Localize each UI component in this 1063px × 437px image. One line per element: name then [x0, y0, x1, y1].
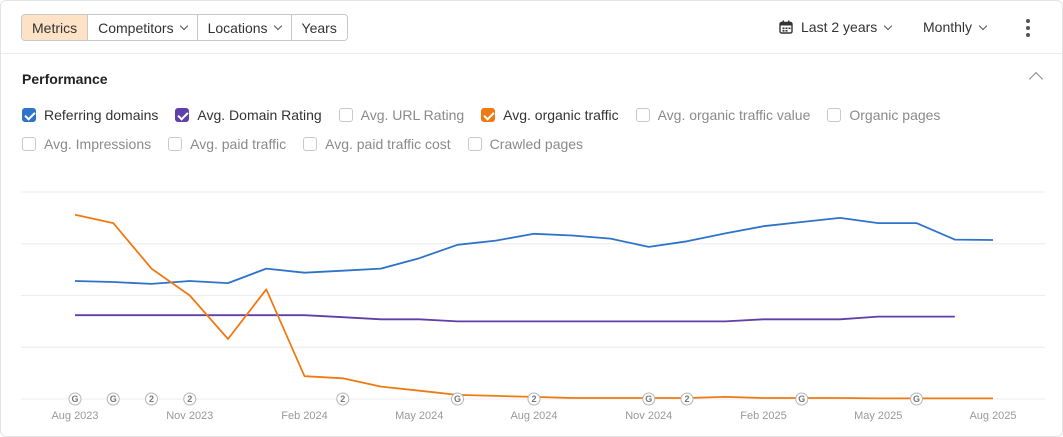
checkbox[interactable]: [827, 108, 842, 122]
checkbox[interactable]: [338, 108, 353, 122]
metric-row: Referring domains Avg. Domain Rating Avg…: [22, 105, 1022, 125]
annotation-marker-label[interactable]: G: [110, 394, 117, 404]
annotation-marker: [106, 392, 120, 406]
series-line-avg-organic-traffic: [74, 213, 993, 400]
metric-toggle-avg-domain-rating[interactable]: Avg. Domain Rating: [175, 107, 322, 123]
annotation-marker: [680, 392, 694, 406]
metric-label: Crawled pages: [489, 136, 584, 152]
interval-dropdown[interactable]: Monthly: [923, 19, 988, 35]
checkbox[interactable]: [635, 108, 650, 122]
x-tick-label: Feb 2024: [281, 410, 327, 422]
metric-row: Avg. Impressions Avg. paid traffic Avg. …: [22, 134, 1022, 154]
checkbox[interactable]: [168, 137, 183, 151]
tab-competitors[interactable]: Competitors: [88, 15, 198, 40]
metric-toggle-avg-impressions[interactable]: Avg. Impressions: [22, 136, 151, 152]
metric-label: Avg. organic traffic: [503, 107, 619, 123]
annotation-marker: [68, 392, 82, 406]
annotation-marker-label[interactable]: 2: [684, 394, 689, 404]
x-tick-label: Feb 2025: [740, 410, 786, 422]
annotation-marker-label[interactable]: 2: [187, 394, 192, 404]
metric-label: Avg. paid traffic cost: [325, 136, 451, 152]
annotation-marker-label[interactable]: 2: [531, 394, 536, 404]
annotation-marker: [642, 392, 656, 406]
section-title: Performance: [22, 71, 108, 87]
annotation-marker-label[interactable]: 2: [340, 394, 345, 404]
x-tick-label: May 2024: [395, 410, 443, 422]
x-tick-label: May 2025: [854, 410, 902, 422]
performance-chart[interactable]: G G 2 2 2 G 2 G 2 G G Aug 2023 Nov 2023 Feb 2024 May 2…: [1, 181, 1062, 436]
checkbox[interactable]: [22, 108, 36, 122]
chevron-down-icon: [978, 21, 988, 30]
chevron-down-icon: [884, 21, 893, 30]
date-range-dropdown[interactable]: Last 2 years: [779, 19, 893, 35]
metric-toggle-organic-pages[interactable]: Organic pages: [827, 107, 940, 123]
annotation-marker: [145, 392, 158, 406]
annotation-marker: [451, 392, 464, 406]
interval-label: Monthly: [923, 19, 973, 35]
calendar-icon: [779, 20, 793, 34]
metric-label: Organic pages: [849, 107, 941, 123]
x-tick-label: Aug 2024: [510, 410, 557, 422]
annotation-marker-label[interactable]: G: [913, 394, 920, 404]
series-line-referring-domains: [74, 217, 994, 285]
annotation-marker-label[interactable]: G: [645, 394, 652, 404]
annotation-marker: [183, 392, 197, 406]
metric-toggle-avg-url-rating[interactable]: Avg. URL Rating: [338, 107, 465, 123]
metric-toggle-avg-paid-traffic[interactable]: Avg. paid traffic: [168, 136, 286, 152]
annotation-marker: [527, 392, 541, 406]
annotation-marker-label[interactable]: G: [798, 394, 805, 404]
metric-toggle-referring-domains[interactable]: Referring domains: [22, 107, 158, 123]
chevron-up-icon[interactable]: [1028, 71, 1044, 87]
checkbox[interactable]: [22, 137, 36, 151]
metric-toggles: Referring domains Avg. Domain Rating Avg…: [22, 105, 1022, 163]
metric-toggle-avg-paid-traffic-cost[interactable]: Avg. paid traffic cost: [303, 136, 451, 152]
tab-label: Years: [301, 19, 337, 36]
view-switcher: Metrics Competitors Locations Years: [21, 14, 348, 41]
checkbox[interactable]: [481, 108, 496, 122]
annotation-marker: [336, 392, 350, 406]
chevron-down-icon: [179, 21, 188, 31]
metric-toggle-avg-organic-traffic-value[interactable]: Avg. organic traffic value: [635, 107, 811, 123]
annotation-marker-label[interactable]: G: [71, 394, 78, 404]
x-tick-label: Nov 2024: [625, 410, 672, 422]
annotation-marker: [910, 392, 923, 406]
annotation-marker-label[interactable]: G: [454, 394, 461, 404]
tab-label: Competitors: [98, 19, 174, 36]
metric-label: Avg. organic traffic value: [657, 107, 811, 123]
metric-label: Referring domains: [44, 107, 159, 123]
tab-locations[interactable]: Locations: [197, 15, 292, 40]
tab-label: Metrics: [32, 19, 78, 36]
date-range-label: Last 2 years: [801, 19, 878, 35]
annotation-marker-label[interactable]: 2: [149, 394, 154, 404]
metric-label: Avg. URL Rating: [360, 107, 465, 123]
x-tick-label: Aug 2025: [969, 410, 1016, 422]
tab-metrics[interactable]: Metrics: [22, 15, 89, 40]
x-tick-label: Nov 2023: [166, 410, 213, 422]
annotation-marker: [795, 392, 809, 406]
metric-label: Avg. paid traffic: [190, 136, 287, 152]
metric-toggle-avg-organic-traffic[interactable]: Avg. organic traffic: [481, 107, 619, 123]
series-line-avg-domain-rating: [75, 314, 955, 323]
tab-years[interactable]: Years: [291, 15, 347, 40]
metric-label: Avg. Domain Rating: [197, 107, 322, 123]
checkbox[interactable]: [303, 137, 318, 151]
more-vertical-icon[interactable]: [1021, 18, 1035, 38]
tab-label: Locations: [207, 19, 268, 36]
toolbar: Metrics Competitors Locations Years: [1, 1, 1062, 54]
x-tick-label: Aug 2023: [51, 410, 98, 422]
metric-toggle-crawled-pages[interactable]: Crawled pages: [467, 136, 584, 152]
checkbox[interactable]: [467, 137, 482, 151]
chevron-down-icon: [273, 21, 282, 31]
metric-label: Avg. Impressions: [44, 136, 152, 152]
checkbox[interactable]: [175, 108, 190, 122]
